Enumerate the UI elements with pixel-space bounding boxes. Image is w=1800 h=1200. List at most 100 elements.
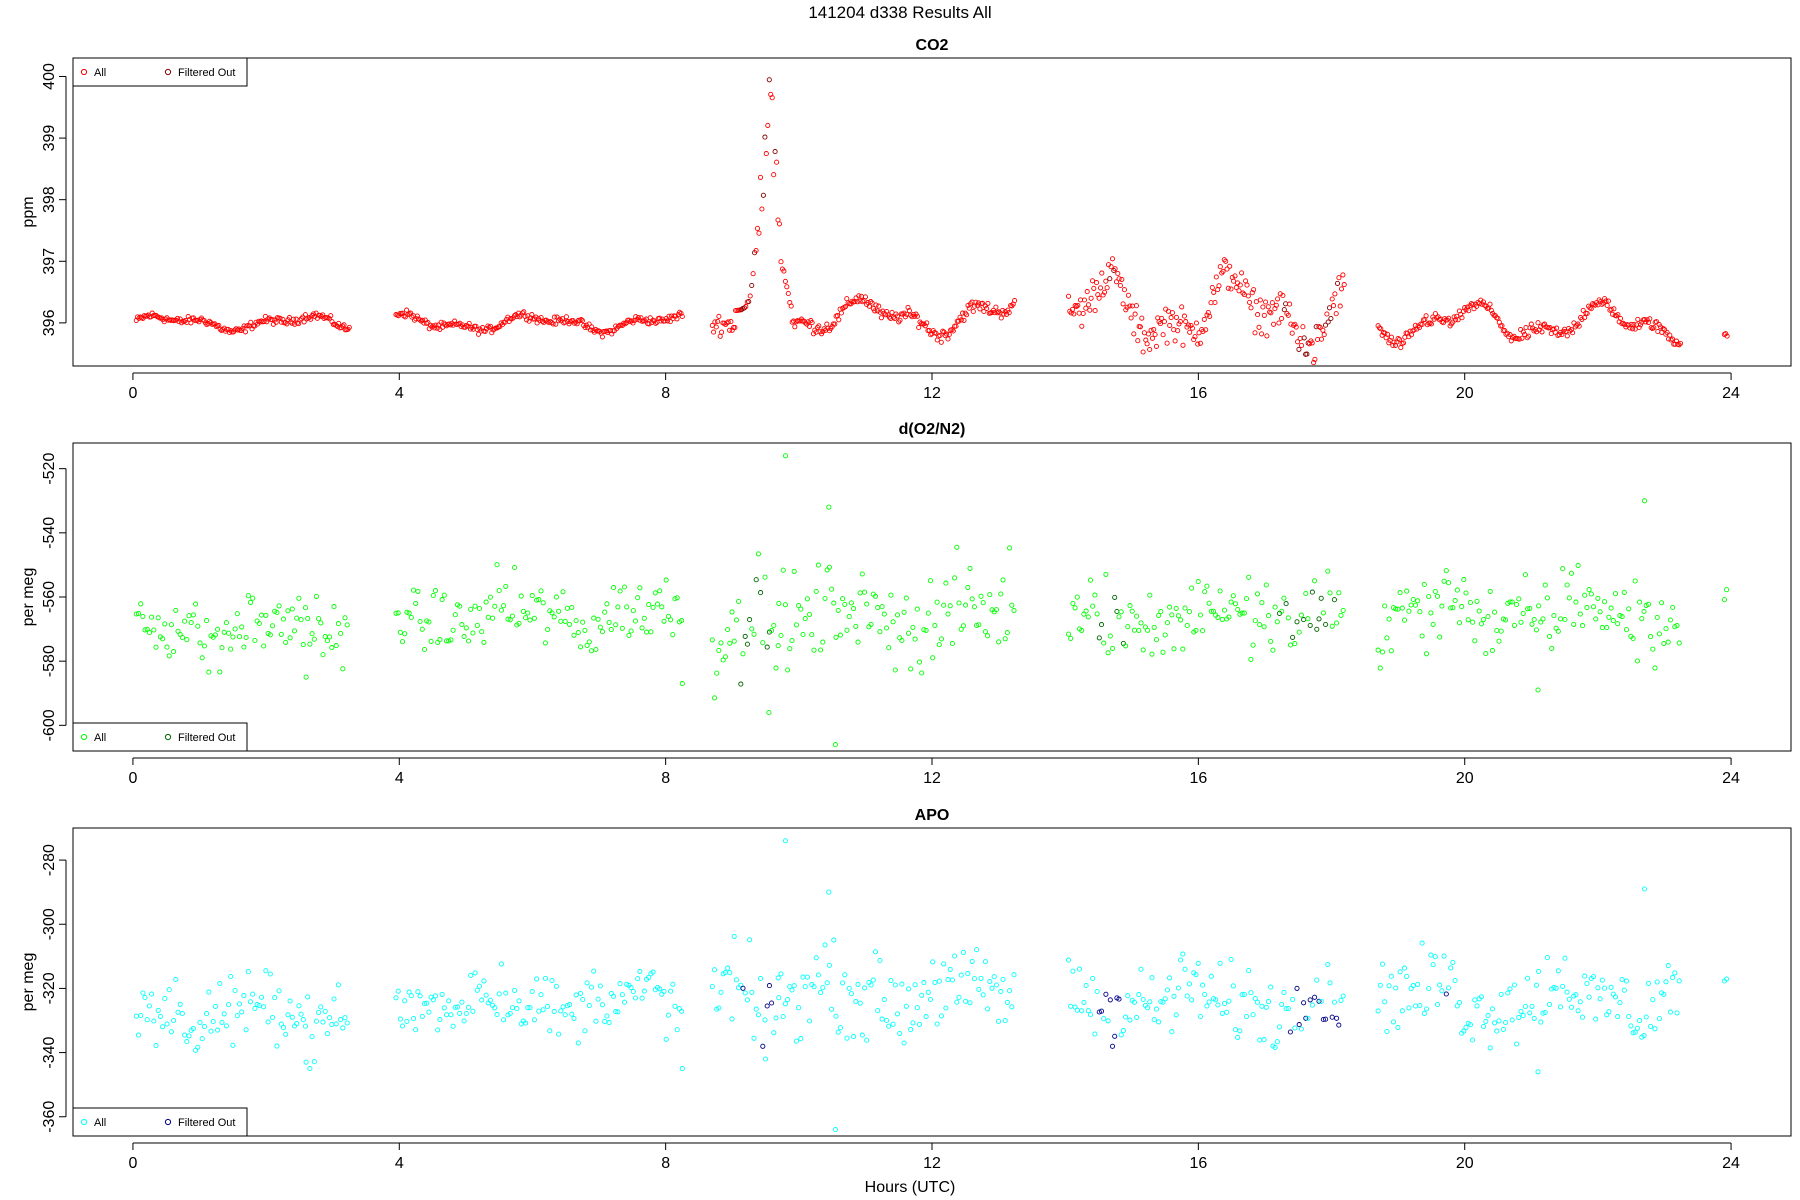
filtered-point (1112, 594, 1118, 600)
data-point (1160, 649, 1166, 655)
data-point (1446, 315, 1452, 321)
filtered-point (1303, 1015, 1309, 1021)
data-point (949, 640, 955, 647)
data-point (903, 1003, 909, 1009)
data-point (877, 957, 883, 964)
filtered-point (1331, 597, 1337, 603)
data-point (1518, 327, 1524, 333)
data-point (556, 1031, 562, 1037)
data-point (641, 988, 647, 994)
data-point (1296, 629, 1302, 635)
data-point (1090, 603, 1096, 609)
data-point (542, 975, 548, 981)
data-point (751, 631, 757, 637)
data-point (657, 588, 663, 594)
data-point (336, 320, 342, 326)
data-point (619, 992, 625, 998)
data-point (1498, 628, 1504, 634)
data-point (1164, 620, 1170, 626)
data-point (1656, 1016, 1662, 1022)
filtered-point (1314, 626, 1320, 632)
data-point (1487, 1045, 1493, 1051)
data-point (1254, 591, 1261, 597)
data-point (987, 592, 993, 598)
data-point (621, 999, 628, 1005)
data-point (322, 634, 328, 640)
data-point (802, 616, 808, 622)
data-point (679, 681, 685, 687)
data-point (1276, 320, 1282, 326)
filtered-point (1322, 322, 1329, 328)
y-tick-label: 399 (41, 125, 58, 152)
data-point (204, 618, 210, 624)
data-point (1263, 1004, 1269, 1010)
data-point (1299, 342, 1305, 349)
data-point (597, 624, 603, 630)
data-point (657, 986, 663, 992)
data-point (1075, 302, 1081, 308)
data-point (261, 319, 267, 325)
data-point (316, 1009, 322, 1015)
filtered-point (1301, 617, 1307, 623)
data-point (635, 314, 641, 321)
data-point (1191, 337, 1197, 343)
data-point (1525, 975, 1531, 981)
data-point (155, 1007, 161, 1013)
data-point (1445, 985, 1452, 991)
data-point (1257, 297, 1263, 303)
data-point (919, 992, 925, 998)
data-point (1124, 304, 1130, 310)
data-point (593, 646, 599, 653)
data-point (1200, 982, 1206, 988)
data-point (1560, 566, 1566, 572)
data-point (1667, 617, 1673, 623)
data-point (788, 303, 794, 309)
data-point (1338, 612, 1344, 618)
data-point (1448, 965, 1454, 971)
data-point (1441, 578, 1447, 584)
data-point (1553, 985, 1559, 991)
data-point (861, 589, 868, 595)
data-point (665, 613, 671, 619)
data-point (1181, 313, 1187, 319)
data-point (1619, 976, 1625, 983)
data-point (771, 622, 777, 629)
data-point (479, 629, 485, 635)
data-point (711, 695, 718, 701)
data-point (1103, 571, 1109, 577)
data-point (283, 1031, 289, 1037)
data-point (1226, 614, 1232, 620)
data-point (1108, 264, 1114, 270)
data-point (1202, 991, 1208, 998)
data-point (1672, 970, 1678, 976)
data-point (924, 320, 930, 326)
data-point (958, 317, 964, 323)
data-point (1499, 323, 1505, 329)
data-point (1092, 308, 1098, 314)
data-point (782, 602, 788, 608)
data-point (1012, 298, 1018, 304)
data-point (1134, 1014, 1140, 1020)
data-point (1179, 304, 1185, 310)
filtered-point (1325, 319, 1331, 325)
data-point (1478, 994, 1484, 1000)
data-point (919, 670, 925, 676)
data-point (1138, 620, 1144, 626)
x-tick-label: 12 (923, 385, 941, 402)
data-point (1007, 988, 1013, 994)
data-point (241, 644, 247, 650)
data-point (523, 615, 529, 621)
data-point (1149, 335, 1155, 341)
data-point (329, 319, 335, 325)
data-point (927, 578, 934, 584)
data-point (240, 325, 246, 331)
data-point (1116, 614, 1122, 620)
data-point (659, 991, 665, 997)
data-point (1201, 316, 1207, 322)
data-point (1472, 997, 1478, 1003)
data-point (630, 988, 636, 995)
data-point (1621, 987, 1627, 993)
data-point (728, 319, 734, 325)
data-point (1520, 1013, 1526, 1019)
data-point (937, 332, 943, 339)
